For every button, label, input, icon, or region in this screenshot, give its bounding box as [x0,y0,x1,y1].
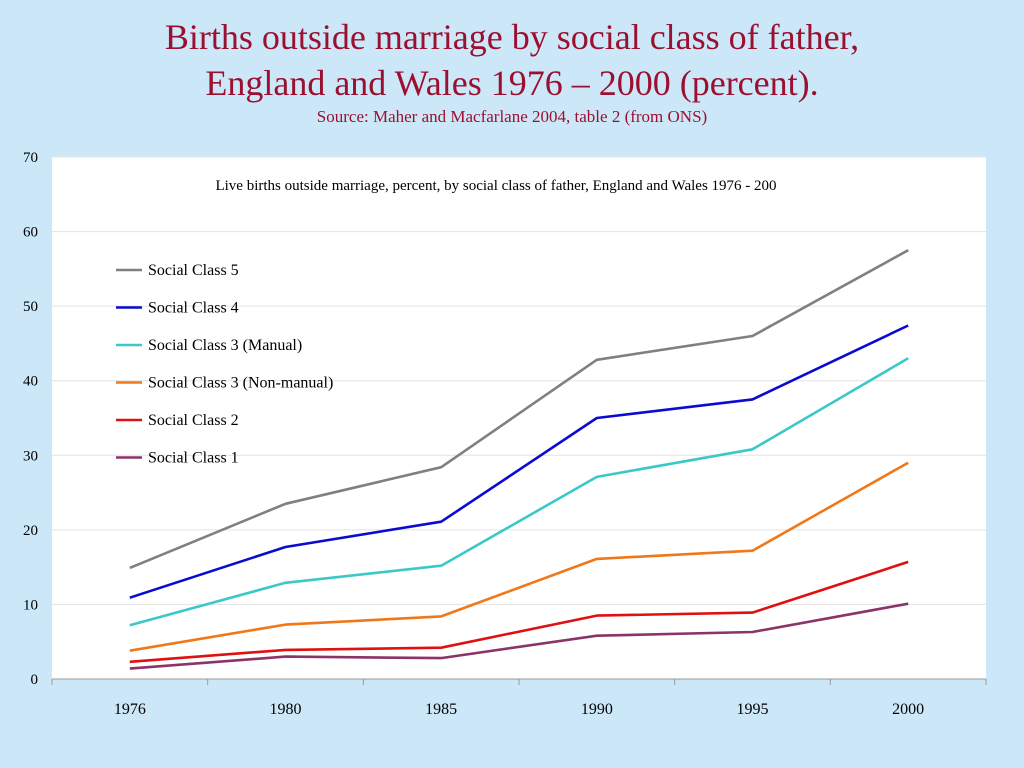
series-line [129,324,909,599]
series-line [129,560,909,664]
series-line [129,357,909,627]
chart-title: Live births outside marriage, percent, b… [215,178,776,194]
x-tick-label: 1995 [737,701,769,718]
y-tick-label: 30 [23,448,38,464]
y-tick-label: 20 [23,523,38,539]
x-tick-label: 1990 [581,701,613,718]
legend-label: Social Class 3 (Non-manual) [148,375,333,392]
series-line [129,602,909,670]
legend-label: Social Class 3 (Manual) [148,337,302,354]
legend-label: Social Class 1 [148,450,239,467]
legend-label: Social Class 4 [148,300,239,317]
series-line [129,249,909,570]
slide-title-line-1: Births outside marriage by social class … [164,17,860,57]
source-note: Source: Maher and Macfarlane 2004, table… [316,107,708,126]
x-tick-label: 1976 [114,701,146,718]
series-line [129,461,909,652]
y-tick-label: 60 [23,225,38,241]
legend-label: Social Class 2 [148,412,239,429]
x-tick-label: 1985 [425,701,457,718]
y-tick-label: 0 [31,672,39,688]
y-tick-label: 10 [23,597,38,613]
slide-title-block: Births outside marriage by social class … [0,14,1024,128]
y-tick-label: 70 [23,150,38,166]
plot-area [52,157,986,679]
y-tick-label: 40 [23,374,38,390]
slide-title-line-2: England and Wales 1976 – 2000 (percent). [205,63,819,103]
legend-label: Social Class 5 [148,262,239,279]
x-tick-label: 1980 [270,701,302,718]
y-tick-label: 50 [23,299,38,315]
x-tick-label: 2000 [892,701,924,718]
